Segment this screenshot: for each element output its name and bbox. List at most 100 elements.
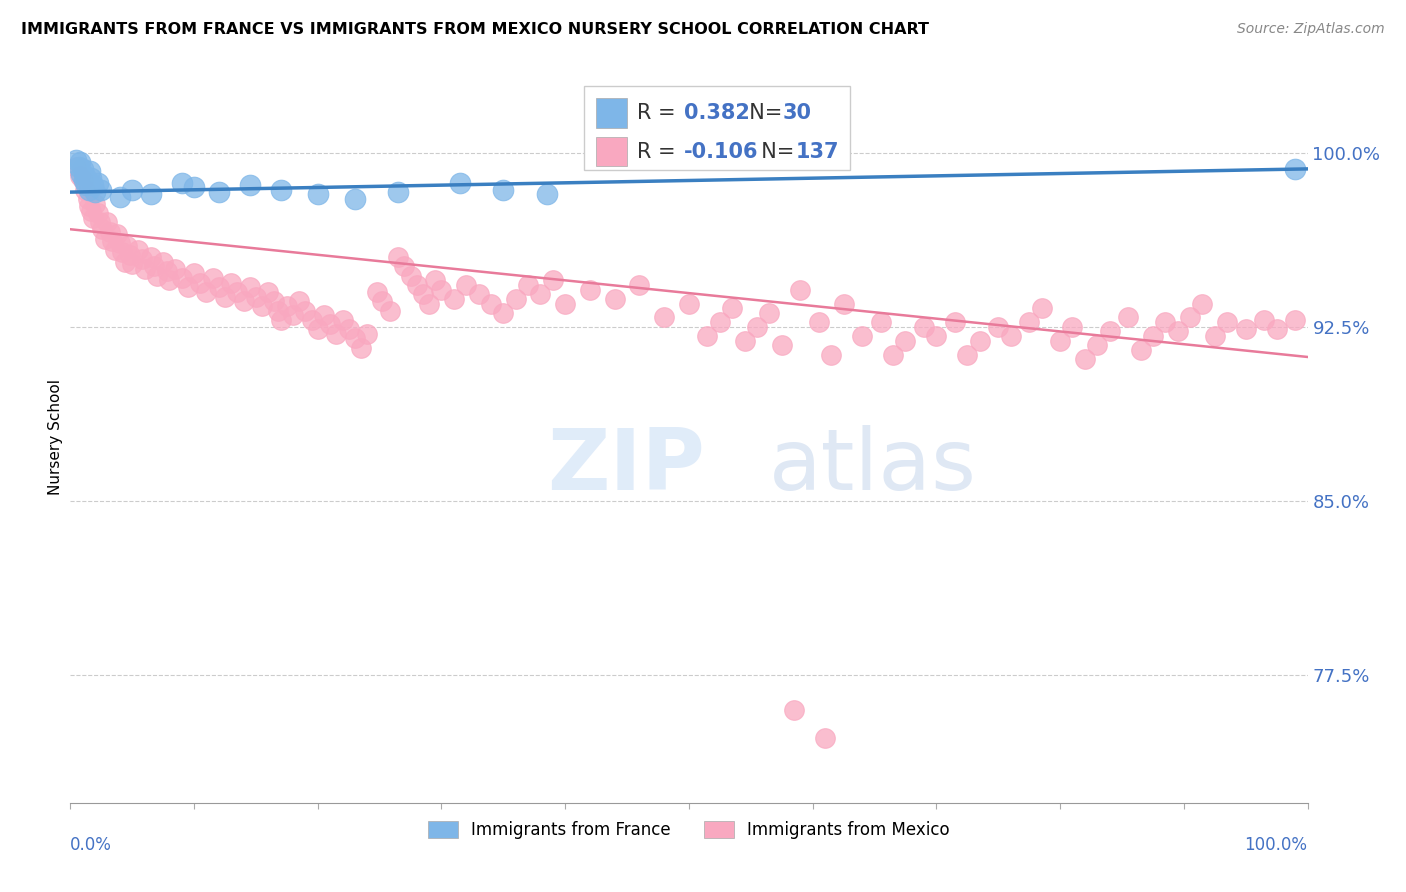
Point: [517, 277, 540, 292]
Point: [1216, 315, 1239, 329]
Point: [72, 173, 94, 187]
Point: [165, 261, 187, 276]
Point: [115, 238, 138, 252]
Point: [1284, 313, 1306, 327]
Point: [65, 160, 87, 174]
Point: [245, 290, 267, 304]
Point: [387, 185, 409, 199]
Point: [98, 225, 121, 239]
Point: [337, 322, 360, 336]
Point: [1085, 338, 1108, 352]
Point: [579, 283, 602, 297]
Point: [105, 227, 128, 241]
Legend: Immigrants from France, Immigrants from Mexico: Immigrants from France, Immigrants from …: [422, 814, 956, 846]
Point: [956, 348, 979, 362]
Point: [418, 296, 440, 310]
Point: [281, 308, 304, 322]
Point: [219, 276, 242, 290]
Point: [366, 285, 388, 299]
Point: [1074, 352, 1097, 367]
Point: [783, 703, 806, 717]
Point: [541, 273, 564, 287]
Point: [65, 153, 87, 167]
Point: [709, 315, 731, 329]
Point: [82, 178, 104, 193]
Point: [467, 287, 489, 301]
Point: [195, 285, 218, 299]
Point: [1167, 325, 1189, 339]
Point: [536, 187, 558, 202]
Point: [288, 294, 311, 309]
Point: [183, 266, 205, 280]
Point: [628, 277, 651, 292]
Point: [114, 254, 136, 268]
Point: [270, 313, 292, 327]
Point: [84, 185, 107, 199]
Point: [405, 277, 427, 292]
Point: [371, 294, 394, 309]
Point: [80, 203, 103, 218]
Point: [425, 273, 447, 287]
Text: 30: 30: [783, 103, 813, 123]
Point: [301, 313, 323, 327]
Point: [1284, 161, 1306, 176]
Point: [111, 245, 134, 260]
Point: [91, 222, 114, 236]
Point: [239, 178, 262, 193]
Text: -0.106: -0.106: [683, 142, 758, 161]
Point: [925, 329, 948, 343]
Point: [758, 306, 780, 320]
Point: [721, 301, 744, 316]
Point: [121, 183, 143, 197]
Point: [1191, 296, 1213, 310]
Point: [86, 206, 108, 220]
Point: [479, 296, 502, 310]
Point: [76, 192, 98, 206]
Point: [430, 283, 453, 297]
Point: [851, 329, 873, 343]
Point: [789, 283, 811, 297]
Point: [121, 257, 143, 271]
Point: [1253, 313, 1275, 327]
Point: [156, 264, 179, 278]
Point: [250, 299, 273, 313]
Point: [814, 731, 837, 745]
Point: [157, 273, 180, 287]
FancyBboxPatch shape: [596, 137, 627, 166]
Point: [894, 334, 917, 348]
Point: [94, 231, 117, 245]
Point: [1062, 319, 1084, 334]
Point: [75, 178, 97, 193]
Point: [554, 296, 576, 310]
Point: [152, 254, 174, 268]
Point: [72, 161, 94, 176]
Point: [1098, 325, 1121, 339]
Point: [77, 183, 100, 197]
Point: [170, 271, 193, 285]
Point: [505, 292, 527, 306]
Point: [1018, 315, 1040, 329]
Point: [356, 326, 378, 341]
Point: [75, 169, 97, 183]
Point: [69, 155, 91, 169]
Point: [1049, 334, 1071, 348]
Point: [75, 183, 97, 197]
Point: [127, 243, 149, 257]
Point: [319, 318, 342, 332]
Point: [201, 271, 224, 285]
Point: [869, 315, 891, 329]
Point: [343, 192, 366, 206]
Text: N=: N=: [748, 142, 801, 161]
Point: [456, 277, 478, 292]
Point: [73, 173, 96, 187]
Point: [177, 280, 200, 294]
Text: R =: R =: [637, 103, 682, 123]
FancyBboxPatch shape: [583, 86, 849, 170]
Point: [267, 303, 290, 318]
Point: [143, 260, 166, 274]
Point: [312, 308, 335, 322]
Point: [412, 287, 434, 301]
Text: R =: R =: [637, 142, 682, 161]
Point: [449, 176, 471, 190]
Point: [1178, 310, 1201, 325]
